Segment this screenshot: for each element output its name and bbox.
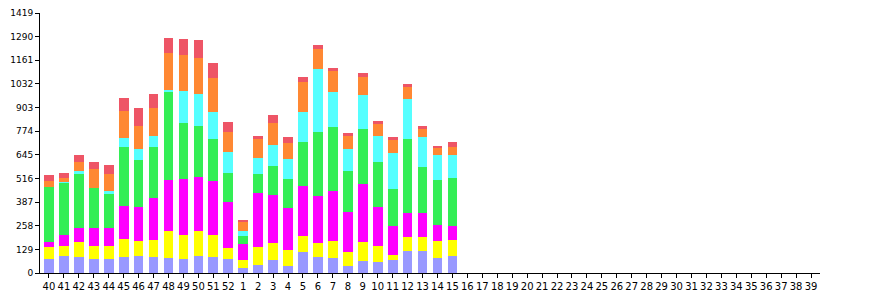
- svg-text:1290: 1290: [10, 32, 33, 42]
- svg-text:1: 1: [240, 281, 246, 292]
- svg-text:7: 7: [330, 281, 336, 292]
- svg-text:22: 22: [551, 281, 564, 292]
- svg-text:1419: 1419: [10, 8, 33, 18]
- svg-text:19: 19: [506, 281, 519, 292]
- svg-text:11: 11: [386, 281, 399, 292]
- svg-text:18: 18: [491, 281, 504, 292]
- svg-text:35: 35: [745, 281, 758, 292]
- svg-text:258: 258: [16, 221, 33, 231]
- svg-text:15: 15: [446, 281, 459, 292]
- svg-text:6: 6: [315, 281, 321, 292]
- svg-text:48: 48: [162, 281, 175, 292]
- svg-text:21: 21: [536, 281, 549, 292]
- svg-text:8: 8: [345, 281, 351, 292]
- svg-text:44: 44: [102, 281, 115, 292]
- svg-text:774: 774: [16, 126, 33, 136]
- svg-text:47: 47: [147, 281, 160, 292]
- svg-text:10: 10: [371, 281, 384, 292]
- svg-text:25: 25: [595, 281, 608, 292]
- svg-text:20: 20: [521, 281, 534, 292]
- svg-text:17: 17: [476, 281, 489, 292]
- svg-text:26: 26: [610, 281, 623, 292]
- svg-text:37: 37: [775, 281, 788, 292]
- svg-text:38: 38: [790, 281, 803, 292]
- svg-text:14: 14: [431, 281, 444, 292]
- svg-text:516: 516: [16, 174, 33, 184]
- svg-text:51: 51: [207, 281, 220, 292]
- svg-text:42: 42: [72, 281, 85, 292]
- svg-text:16: 16: [461, 281, 474, 292]
- svg-text:3: 3: [270, 281, 276, 292]
- svg-text:645: 645: [16, 150, 33, 160]
- svg-text:50: 50: [192, 281, 205, 292]
- svg-text:13: 13: [416, 281, 429, 292]
- svg-text:28: 28: [640, 281, 653, 292]
- svg-text:387: 387: [16, 197, 33, 207]
- svg-text:24: 24: [581, 281, 594, 292]
- svg-text:1032: 1032: [10, 79, 33, 89]
- svg-text:2: 2: [255, 281, 261, 292]
- svg-text:30: 30: [670, 281, 683, 292]
- svg-text:903: 903: [16, 103, 33, 113]
- svg-text:5: 5: [300, 281, 306, 292]
- svg-text:49: 49: [177, 281, 190, 292]
- svg-text:32: 32: [700, 281, 713, 292]
- svg-text:33: 33: [715, 281, 728, 292]
- svg-text:40: 40: [43, 281, 56, 292]
- svg-text:27: 27: [625, 281, 638, 292]
- svg-text:43: 43: [87, 281, 100, 292]
- svg-text:23: 23: [566, 281, 579, 292]
- svg-text:52: 52: [222, 281, 235, 292]
- svg-text:1161: 1161: [10, 55, 33, 65]
- svg-text:0: 0: [27, 268, 33, 278]
- svg-text:31: 31: [685, 281, 698, 292]
- svg-text:9: 9: [360, 281, 366, 292]
- svg-text:29: 29: [655, 281, 668, 292]
- svg-text:41: 41: [58, 281, 71, 292]
- svg-text:46: 46: [132, 281, 145, 292]
- svg-text:129: 129: [16, 245, 33, 255]
- svg-text:45: 45: [117, 281, 130, 292]
- svg-text:34: 34: [730, 281, 743, 292]
- svg-text:12: 12: [401, 281, 414, 292]
- svg-text:39: 39: [805, 281, 818, 292]
- svg-text:4: 4: [285, 281, 291, 292]
- svg-text:36: 36: [760, 281, 773, 292]
